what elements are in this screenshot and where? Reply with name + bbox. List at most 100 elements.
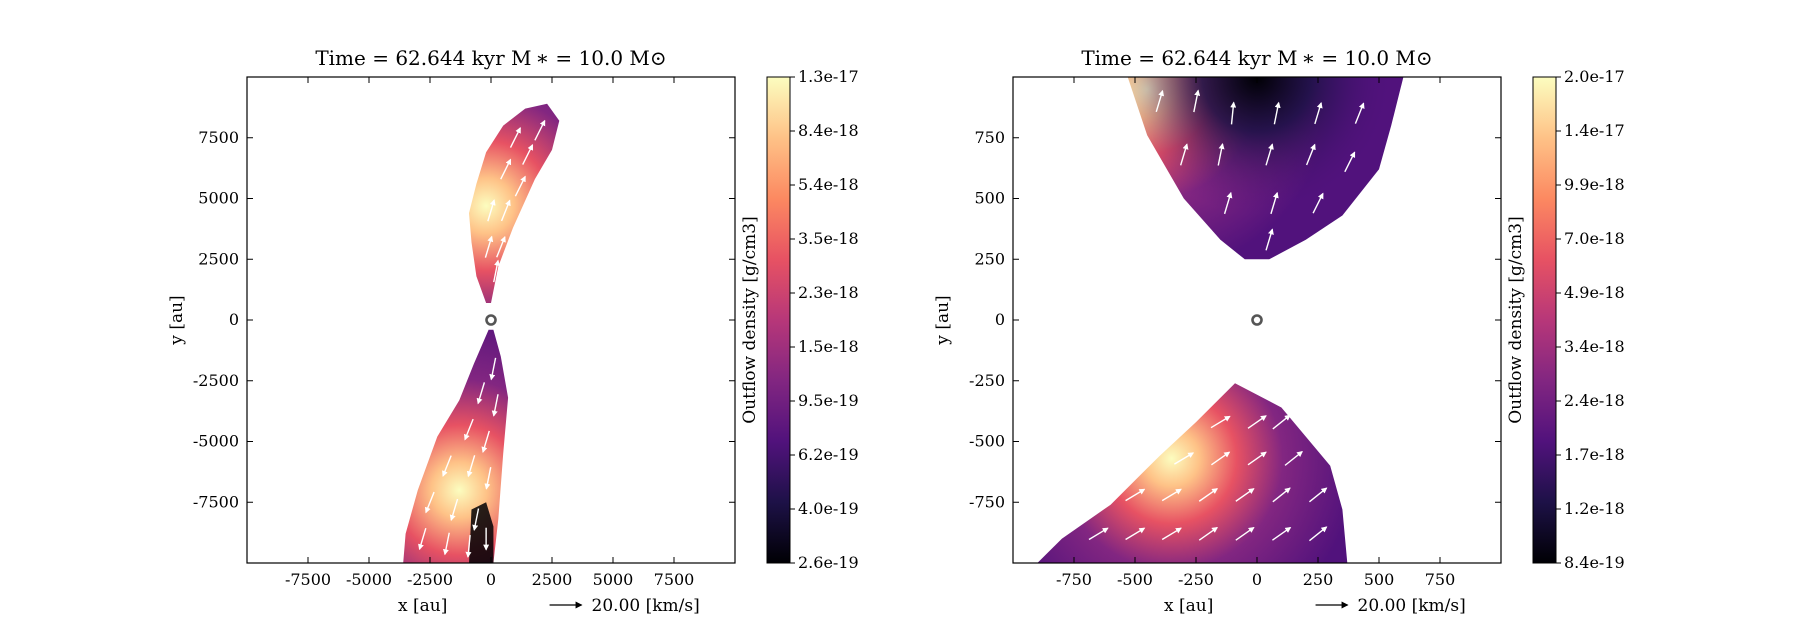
x-tick-label: 5000 [593,570,634,589]
velocity-arrow [442,532,450,556]
colorbar-tick-label: 1.4e-17 [1564,121,1625,140]
y-tick-label: 250 [974,249,1005,268]
x-axis-label: x [au] [398,596,447,616]
colorbar-tick-label: 1.2e-18 [1564,499,1625,518]
colorbar-tick-label: 8.4e-19 [1564,553,1625,572]
x-tick-label: 750 [1425,570,1456,589]
colorbar [1532,76,1557,564]
colorbar-tick-label: 7.0e-18 [1564,229,1625,248]
colorbar-tick-label: 4.0e-19 [798,499,859,518]
colorbar-label: Outflow density [g/cm3] [740,216,760,423]
x-tick-label: 2500 [532,570,573,589]
outflow-lobe-north [469,103,560,303]
x-tick-label: 7500 [654,570,695,589]
velocity-arrow [1198,488,1219,502]
velocity-arrow [1174,452,1195,465]
velocity-arrow [1284,451,1303,466]
velocity-arrow [534,119,546,141]
y-tick-label: -2500 [193,371,239,390]
velocity-arrow [522,144,534,165]
velocity-arrow [1265,228,1274,251]
y-tick-label: -750 [969,492,1005,511]
colorbar-tick-label: 5.4e-18 [798,175,859,194]
velocity-arrow [1312,192,1324,214]
velocity-arrow [1247,415,1267,429]
colorbar-tick-label: 2.0e-17 [1564,67,1625,86]
velocity-arrow [1272,487,1291,503]
velocity-arrow [484,467,492,490]
colorbar-label: Outflow density [g/cm3] [1506,216,1526,423]
velocity-arrow [496,235,506,258]
outflow-lobe-south [1037,383,1348,563]
colorbar-tick-label: 1.5e-18 [798,337,859,356]
velocity-arrow [522,192,534,214]
panel-2: -750 -500 -250 0 250 500 750 -750 -500 -250 0 250 50… [933,46,1625,616]
colorbar-tick-label: 1.7e-18 [1564,445,1625,464]
velocity-arrow [1272,414,1291,430]
colorbar-tick-label: 2.4e-18 [1564,391,1625,410]
velocity-arrow [424,491,435,514]
plot-area [403,103,560,563]
velocity-arrow [1155,89,1164,113]
velocity-arrow [1198,526,1219,541]
colorbar-tick-label: 8.4e-18 [798,121,859,140]
outflow-lobe-core [1127,77,1404,260]
velocity-arrow [442,455,452,477]
velocity-arrow [1272,526,1292,541]
colorbar-tick-label: 9.9e-18 [1564,175,1625,194]
velocity-arrow [1247,451,1267,466]
colorbar-tick-label: 3.5e-18 [798,229,859,248]
velocity-arrow [487,199,496,222]
velocity-arrow [509,127,521,148]
x-tick-label: 0 [1252,570,1262,589]
velocity-arrow [1235,526,1255,541]
velocity-arrow [1344,151,1356,173]
velocity-arrow [1273,101,1281,125]
y-axis-label: y [au] [933,295,953,345]
velocity-arrow [1308,487,1328,503]
chart-title: Time = 62.644 kyr M ∗ = 10.0 M⊙ [315,46,666,70]
x-tick-label: -2500 [407,570,453,589]
x-tick-label: 500 [1364,570,1395,589]
colorbar [766,76,791,564]
x-axis-label: x [au] [1164,596,1213,616]
y-tick-label: -500 [969,432,1005,451]
velocity-arrow [1193,89,1201,113]
chart-title: Time = 62.644 kyr M ∗ = 10.0 M⊙ [1081,46,1432,70]
x-tick-label: 250 [1303,570,1334,589]
colorbar-tick-label: 4.9e-18 [1564,283,1625,302]
velocity-arrow [481,430,490,453]
colorbar-tick-label: 3.4e-18 [1564,337,1625,356]
velocity-arrow [1161,527,1182,541]
velocity-key-label: 20.00 [km/s] [592,596,700,616]
y-tick-label: 750 [974,128,1005,147]
velocity-arrow [484,235,494,258]
colorbar-tick-label: 9.5e-19 [798,391,859,410]
y-tick-label: 7500 [198,128,239,147]
velocity-arrow [1211,451,1231,466]
velocity-arrow [1088,527,1109,541]
velocity-arrow [476,382,486,405]
y-tick-label: -5000 [193,432,239,451]
velocity-arrow [1235,488,1255,502]
velocity-key-label: 20.00 [km/s] [1358,596,1466,616]
velocity-arrow [1354,102,1365,124]
x-tick-label: 0 [486,570,496,589]
colorbar-tick-label: 2.6e-19 [798,553,859,572]
velocity-arrow [1217,143,1225,166]
velocity-arrow [1210,415,1231,429]
velocity-arrow [1125,488,1146,502]
y-tick-label: 0 [995,310,1005,329]
velocity-arrow [1265,143,1274,166]
y-tick-label: 2500 [198,249,239,268]
colorbar-tick-label: 2.3e-18 [798,283,859,302]
y-tick-label: 500 [974,189,1005,208]
velocity-arrow [472,508,480,532]
y-tick-label: 0 [229,310,239,329]
velocity-arrow [466,455,476,478]
velocity-arrow [1270,191,1279,215]
x-tick-label: -750 [1056,570,1092,589]
velocity-arrow [1179,143,1189,166]
panel-1: -7500 -5000 -2500 0 2500 5000 7500 -7500 -5000 -2… [167,46,859,616]
